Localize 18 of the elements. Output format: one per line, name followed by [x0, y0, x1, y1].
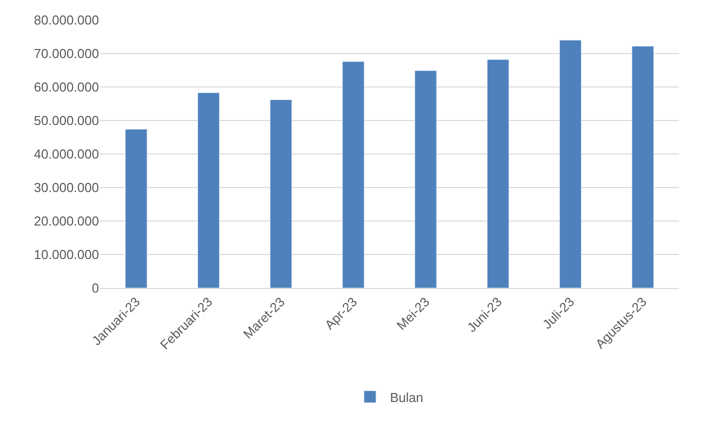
y-tick-label: 40.000.000: [34, 146, 99, 162]
y-tick-label: 70.000.000: [34, 46, 99, 62]
bar: [125, 128, 148, 288]
bar: [632, 46, 654, 288]
bar: [270, 99, 292, 288]
y-tick-label: 30.000.000: [34, 180, 99, 196]
y-tick-label: 10.000.000: [34, 247, 99, 262]
bar: [486, 59, 510, 288]
bar: [559, 40, 582, 288]
y-tick-label: 0: [92, 280, 99, 296]
bar: [197, 92, 220, 288]
y-tick-label: 80.000.000: [34, 12, 99, 28]
y-tick-label: 60.000.000: [34, 80, 99, 95]
bar: [342, 61, 364, 288]
y-tick-label: 20.000.000: [34, 214, 99, 229]
y-tick-label: 50.000.000: [34, 113, 99, 128]
legend-label: Bulan: [390, 390, 424, 405]
bar: [414, 70, 437, 288]
